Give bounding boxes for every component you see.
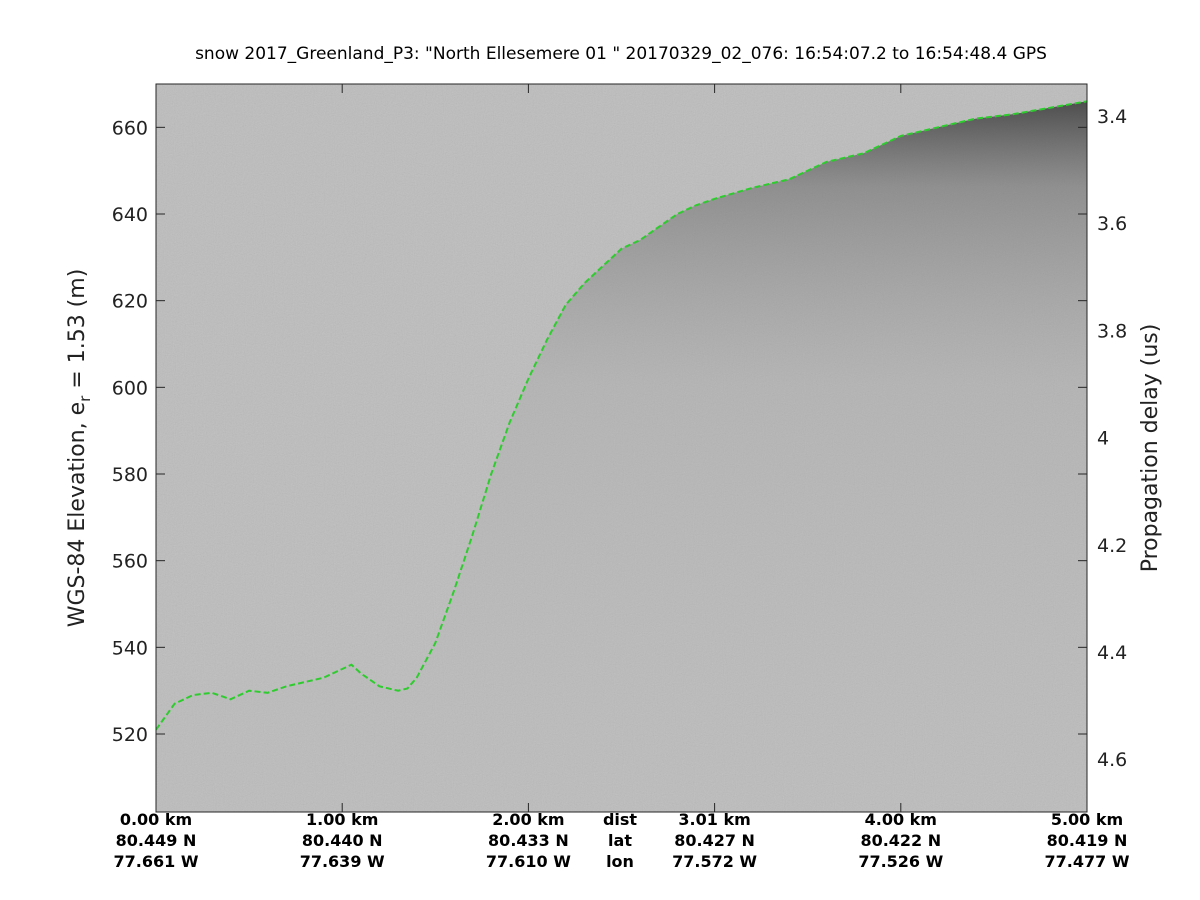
y-tick-label: 600 xyxy=(112,377,148,399)
left-y-axis: 520 540 560 580 600 620 640 660 xyxy=(112,117,1087,746)
subsurface-backscatter xyxy=(156,101,1087,812)
x-tick-label-dist: 2.00 km xyxy=(492,810,564,829)
x-tick-label-lat: 80.427 N xyxy=(674,831,755,850)
y-axis-label: WGS-84 Elevation, er = 1.53 (m) xyxy=(65,269,94,628)
right-y-axis: 3.4 3.6 3.8 4 4.2 4.4 4.6 xyxy=(1097,106,1127,771)
y2-tick-label: 4 xyxy=(1097,428,1109,450)
x-row-label-lon: lon xyxy=(606,852,634,871)
y-tick-label: 560 xyxy=(112,551,148,573)
surface-layer-line xyxy=(156,100,1087,731)
y2-tick-label: 3.4 xyxy=(1097,106,1127,128)
y-tick-label: 640 xyxy=(112,204,148,226)
x-tick-label-dist: 0.00 km xyxy=(120,810,192,829)
chart-title: snow 2017_Greenland_P3: "North Ellesemer… xyxy=(195,44,1047,64)
y-tick-label: 580 xyxy=(112,464,148,486)
x-row-label-dist: dist xyxy=(603,810,637,829)
x-tick-label-lat: 80.449 N xyxy=(116,831,197,850)
x-tick-label-dist: 1.00 km xyxy=(306,810,378,829)
y2-axis-label: Propagation delay (us) xyxy=(1138,324,1163,573)
x-tick-label-lon: 77.610 W xyxy=(486,852,571,871)
plot-frame xyxy=(155,83,1088,813)
x-tick-label-lon: 77.572 W xyxy=(672,852,757,871)
y2-tick-label: 4.4 xyxy=(1097,642,1127,664)
y2-tick-label: 3.8 xyxy=(1097,320,1127,342)
x-axis: 0.00 km 80.449 N 77.661 W 1.00 km 80.440 N 77… xyxy=(114,84,1130,871)
x-tick-label-lon: 77.477 W xyxy=(1045,852,1130,871)
x-tick-label-lat: 80.422 N xyxy=(860,831,941,850)
y-tick-label: 620 xyxy=(112,291,148,313)
y-tick-label: 660 xyxy=(112,117,148,139)
y-tick-label: 520 xyxy=(112,724,148,746)
x-tick-label-dist: 3.01 km xyxy=(678,810,750,829)
x-tick-label-lat: 80.433 N xyxy=(488,831,569,850)
x-tick-label-lat: 80.440 N xyxy=(302,831,383,850)
x-tick-label-lon: 77.639 W xyxy=(300,852,385,871)
y2-tick-label: 3.6 xyxy=(1097,213,1127,235)
y2-tick-label: 4.2 xyxy=(1097,535,1127,557)
x-tick-label-lon: 77.526 W xyxy=(858,852,943,871)
x-tick-label-lat: 80.419 N xyxy=(1047,831,1128,850)
x-row-label-lat: lat xyxy=(608,831,632,850)
x-tick-label-lon: 77.661 W xyxy=(114,852,199,871)
y-tick-label: 540 xyxy=(112,637,148,659)
x-tick-label-dist: 5.00 km xyxy=(1051,810,1123,829)
x-tick-label-dist: 4.00 km xyxy=(865,810,937,829)
y2-tick-label: 4.6 xyxy=(1097,749,1127,771)
